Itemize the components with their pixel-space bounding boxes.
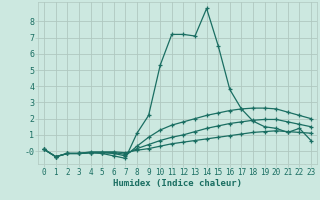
X-axis label: Humidex (Indice chaleur): Humidex (Indice chaleur) bbox=[113, 179, 242, 188]
